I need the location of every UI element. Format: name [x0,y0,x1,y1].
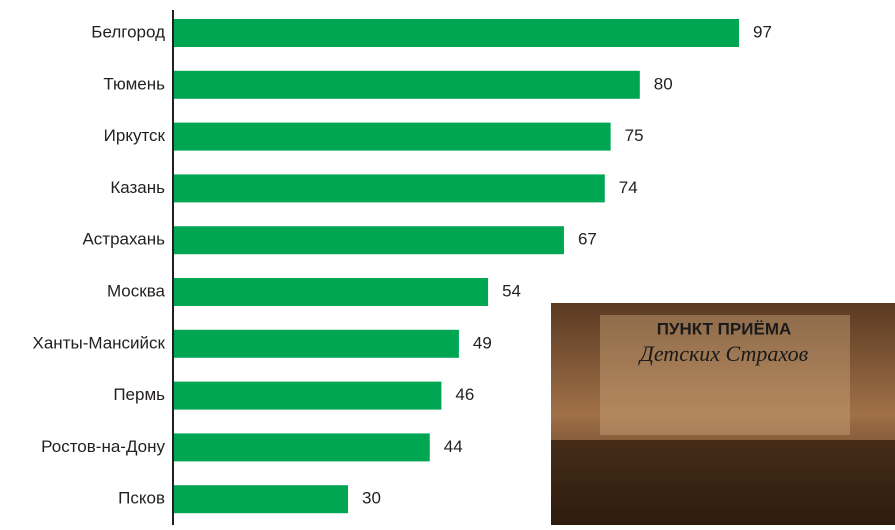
image-subtitle: Детских Страхов [638,341,809,366]
counter [551,440,895,525]
value-label: 67 [578,230,597,249]
bar [173,122,611,151]
value-label: 49 [473,333,492,352]
value-label: 75 [625,126,644,145]
category-label: Ханты-Мансийск [33,333,166,352]
value-label: 44 [444,437,463,456]
category-label: Белгород [91,22,165,41]
value-label: 97 [753,22,772,41]
window [600,315,850,435]
bar [173,433,430,462]
bar [173,226,564,255]
category-label: Москва [107,281,166,300]
category-label: Астрахань [82,230,165,249]
bar [173,381,442,410]
category-label: Тюмень [103,74,165,93]
category-label: Пермь [113,385,165,404]
bar [173,174,605,203]
value-label: 74 [619,178,638,197]
value-label: 30 [362,489,381,508]
inset-image: ПУНКТ ПРИЁМА Детских Страхов [551,303,895,525]
value-label: 80 [654,74,673,93]
category-label: Ростов-на-Дону [41,437,165,456]
value-label: 54 [502,281,521,300]
image-title: ПУНКТ ПРИЁМА [657,319,792,338]
bar [173,70,640,99]
category-label: Псков [118,489,165,508]
bar [173,278,489,306]
bar [173,19,739,47]
bar [173,485,349,514]
bar [173,329,459,358]
value-label: 46 [455,385,474,404]
category-label: Иркутск [104,126,166,145]
category-label: Казань [110,178,165,197]
